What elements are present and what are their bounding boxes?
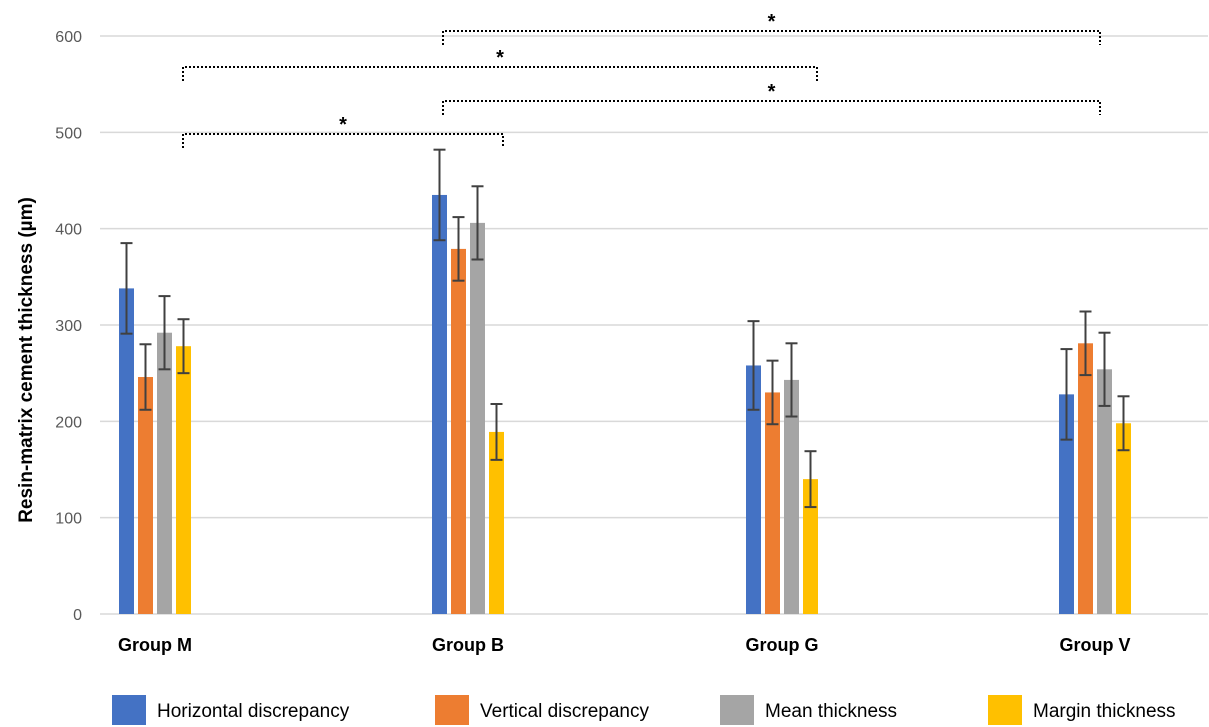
error-bar xyxy=(158,295,171,371)
legend-swatch xyxy=(720,695,754,725)
legend: Horizontal discrepancy Vertical discrepan… xyxy=(112,695,1176,725)
significance-bracket: * xyxy=(442,81,1101,115)
significance-bracket: * xyxy=(442,11,1101,45)
y-tick-label: 400 xyxy=(55,222,82,239)
y-tick-label: 600 xyxy=(55,29,82,46)
bar xyxy=(765,392,780,614)
bar xyxy=(432,194,447,614)
bar xyxy=(746,365,761,614)
legend-swatch xyxy=(112,695,146,725)
y-tick-label: 500 xyxy=(55,125,82,142)
bar xyxy=(470,222,485,615)
error-bar xyxy=(804,450,817,509)
significance-star: * xyxy=(339,114,347,136)
y-tick-label: 200 xyxy=(55,414,82,431)
bar xyxy=(1078,343,1093,614)
error-bar xyxy=(452,216,465,282)
bar xyxy=(451,248,466,614)
significance-bracket: * xyxy=(182,114,504,148)
legend-item: Mean thickness xyxy=(720,695,897,725)
error-bar xyxy=(490,402,503,461)
legend-label: Mean thickness xyxy=(765,701,897,722)
bar xyxy=(489,431,504,614)
x-category-label: Group M xyxy=(118,635,192,655)
x-category-label: Group G xyxy=(746,635,819,655)
error-bar xyxy=(747,320,760,411)
x-category-label: Group V xyxy=(1060,635,1131,655)
x-axis-categories: Group M Group B Group G Group V xyxy=(118,635,1131,655)
bar xyxy=(157,332,172,614)
bars xyxy=(119,194,1131,615)
legend-item: Horizontal discrepancy xyxy=(112,695,350,725)
error-bar xyxy=(1079,310,1092,377)
y-axis-ticks: 0 100 200 300 400 500 600 xyxy=(55,29,82,624)
y-axis-title: Resin-matrix cement thickness (µm) xyxy=(16,197,37,523)
bar xyxy=(1116,423,1131,614)
y-tick-label: 300 xyxy=(55,318,82,335)
bar xyxy=(138,377,153,614)
bar xyxy=(1059,394,1074,614)
x-category-label: Group B xyxy=(432,635,504,655)
legend-label: Horizontal discrepancy xyxy=(157,701,350,722)
bar xyxy=(784,379,799,614)
error-bar xyxy=(1117,395,1130,452)
bar xyxy=(176,346,191,614)
error-bar xyxy=(139,343,152,411)
error-bar xyxy=(433,148,446,242)
legend-swatch xyxy=(435,695,469,725)
error-bar xyxy=(1098,331,1111,407)
significance-bracket: * xyxy=(182,47,818,81)
significance-star: * xyxy=(768,81,776,103)
error-bar xyxy=(766,359,779,426)
error-bar xyxy=(1060,348,1073,441)
legend-label: Vertical discrepancy xyxy=(480,701,649,722)
error-bar xyxy=(177,318,190,375)
y-tick-label: 100 xyxy=(55,511,82,528)
legend-item: Vertical discrepancy xyxy=(435,695,649,725)
error-bar xyxy=(785,342,798,418)
gridlines xyxy=(100,35,1208,615)
bar xyxy=(803,479,818,614)
bar xyxy=(1097,369,1112,614)
legend-item: Margin thickness xyxy=(988,695,1176,725)
significance-brackets: * * * * xyxy=(182,11,1101,148)
legend-label: Margin thickness xyxy=(1033,701,1176,722)
y-tick-label: 0 xyxy=(73,607,82,624)
significance-star: * xyxy=(496,47,504,69)
bar xyxy=(119,288,134,614)
error-bars xyxy=(120,148,1130,509)
error-bar xyxy=(471,185,484,261)
error-bar xyxy=(120,242,133,335)
legend-swatch xyxy=(988,695,1022,725)
significance-star: * xyxy=(768,11,776,33)
